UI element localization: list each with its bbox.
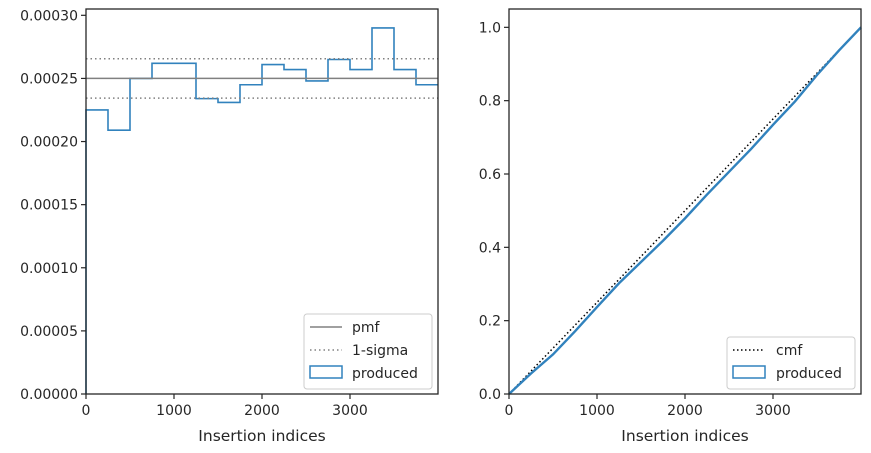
right-legend-box <box>726 336 856 390</box>
y-tick-label: 1.0 <box>479 20 501 36</box>
legend-produced-label: produced <box>776 366 842 382</box>
y-tick-label: 0.00005 <box>20 324 78 340</box>
right-legend: cmf produced <box>726 336 856 390</box>
right-chart-ticks: 0 1000 2000 3000 0.0 0.2 0.4 0.6 0.8 1.0 <box>479 20 791 419</box>
y-tick-label: 0.00000 <box>20 387 78 403</box>
left-chart-ticks: 0 1000 2000 3000 0.00000 0.00005 0.00010 0.0001… <box>20 8 368 419</box>
right-chart-data <box>508 26 862 395</box>
y-tick-label: 0.00015 <box>20 198 78 214</box>
produced-line <box>508 26 862 395</box>
legend-produced-swatch <box>732 365 766 379</box>
y-tick-label: 0.6 <box>479 167 501 183</box>
x-tick-label: 0 <box>505 403 514 419</box>
legend-pmf-label: pmf <box>352 320 381 336</box>
left-legend-box <box>303 313 433 390</box>
left-chart: 0 1000 2000 3000 0.00000 0.00005 0.00010 0.0001… <box>20 8 439 445</box>
x-tick-label: 2000 <box>244 403 280 419</box>
y-tick-label: 0.8 <box>479 94 501 110</box>
left-x-axis-label: Insertion indices <box>198 427 325 445</box>
legend-produced-swatch <box>309 365 343 379</box>
y-tick-label: 0.00030 <box>20 8 78 24</box>
legend-produced-label: produced <box>352 366 418 382</box>
right-chart: 0 1000 2000 3000 0.0 0.2 0.4 0.6 0.8 1.0 Insertio… <box>479 8 862 445</box>
left-legend: pmf 1-sigma produced <box>303 313 433 390</box>
y-tick-label: 0.00010 <box>20 261 78 277</box>
y-tick-label: 0.2 <box>479 314 501 330</box>
x-tick-label: 0 <box>82 403 91 419</box>
right-x-axis-label: Insertion indices <box>621 427 748 445</box>
x-tick-label: 1000 <box>579 403 615 419</box>
y-tick-label: 0.00025 <box>20 71 78 87</box>
x-tick-label: 2000 <box>667 403 703 419</box>
x-tick-label: 3000 <box>755 403 791 419</box>
left-chart-data <box>85 27 438 394</box>
legend-1-sigma-label: 1-sigma <box>352 343 408 359</box>
cmf-line <box>508 26 862 395</box>
x-tick-label: 3000 <box>332 403 368 419</box>
y-tick-label: 0.0 <box>479 387 501 403</box>
y-tick-label: 0.00020 <box>20 135 78 151</box>
y-tick-label: 0.4 <box>479 240 501 256</box>
x-tick-label: 1000 <box>156 403 192 419</box>
legend-cmf-label: cmf <box>776 343 803 359</box>
